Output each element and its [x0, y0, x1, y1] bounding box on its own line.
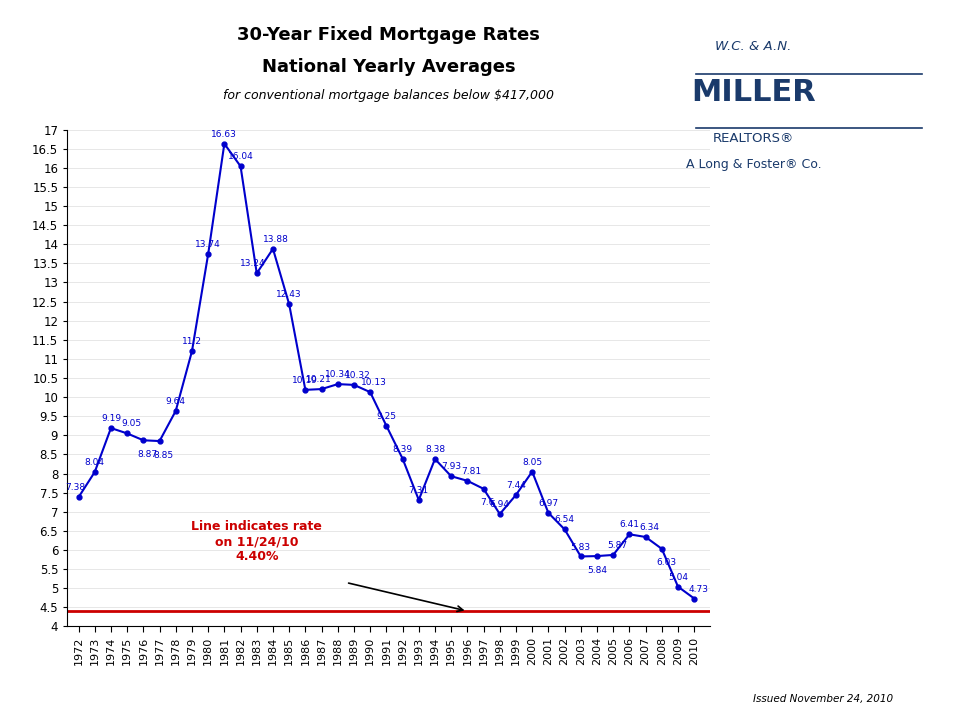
Text: REALTORS®: REALTORS®	[713, 132, 794, 145]
Text: 11.2: 11.2	[182, 337, 202, 346]
Text: 9.19: 9.19	[101, 414, 121, 423]
Text: 6.34: 6.34	[639, 523, 660, 532]
Text: 8.39: 8.39	[393, 445, 413, 454]
Text: Line indicates rate
on 11/24/10
4.40%: Line indicates rate on 11/24/10 4.40%	[191, 521, 323, 563]
Text: National Yearly Averages: National Yearly Averages	[262, 58, 516, 76]
Text: 7.93: 7.93	[441, 462, 461, 472]
Text: 4.73: 4.73	[688, 585, 708, 593]
Text: 5.84: 5.84	[587, 566, 607, 575]
Text: 10.21: 10.21	[306, 375, 331, 384]
Text: 6.54: 6.54	[555, 516, 575, 524]
Text: 6.03: 6.03	[656, 559, 676, 567]
Text: 13.24: 13.24	[240, 259, 265, 269]
Text: for conventional mortgage balances below $417,000: for conventional mortgage balances below…	[224, 89, 554, 102]
Text: 6.94: 6.94	[490, 500, 510, 509]
Text: 13.74: 13.74	[195, 240, 221, 249]
Text: 8.05: 8.05	[522, 458, 542, 467]
Text: 9.05: 9.05	[121, 420, 141, 428]
Text: 16.04: 16.04	[228, 153, 253, 161]
Text: 5.83: 5.83	[571, 543, 590, 552]
Text: 5.04: 5.04	[668, 572, 688, 582]
Text: 10.19: 10.19	[293, 376, 319, 385]
Text: 7.38: 7.38	[65, 483, 85, 492]
Text: 5.87: 5.87	[608, 541, 628, 550]
Text: 16.63: 16.63	[211, 130, 237, 139]
Text: 8.85: 8.85	[154, 451, 174, 460]
Text: MILLER: MILLER	[691, 78, 816, 107]
Text: 12.43: 12.43	[276, 290, 302, 300]
Text: 10.34: 10.34	[324, 370, 350, 379]
Text: 6.97: 6.97	[539, 499, 559, 508]
Text: 30-Year Fixed Mortgage Rates: 30-Year Fixed Mortgage Rates	[237, 26, 540, 44]
Text: 7.81: 7.81	[462, 467, 482, 476]
Text: A Long & Foster® Co.: A Long & Foster® Co.	[685, 158, 822, 171]
Text: 7.31: 7.31	[409, 486, 429, 495]
Text: 10.13: 10.13	[361, 378, 387, 387]
Text: 7.44: 7.44	[506, 481, 526, 490]
Text: 8.38: 8.38	[425, 445, 445, 454]
Text: Issued November 24, 2010: Issued November 24, 2010	[753, 694, 893, 704]
Text: 7.6: 7.6	[481, 498, 495, 508]
Text: 9.64: 9.64	[166, 397, 185, 406]
Text: 9.25: 9.25	[376, 412, 396, 420]
Text: 13.88: 13.88	[263, 235, 289, 244]
Text: 8.04: 8.04	[84, 458, 105, 467]
Text: 8.87: 8.87	[137, 450, 157, 459]
Text: W.C. & A.N.: W.C. & A.N.	[715, 40, 792, 53]
Text: 10.32: 10.32	[346, 371, 371, 380]
Text: 6.41: 6.41	[619, 521, 639, 529]
